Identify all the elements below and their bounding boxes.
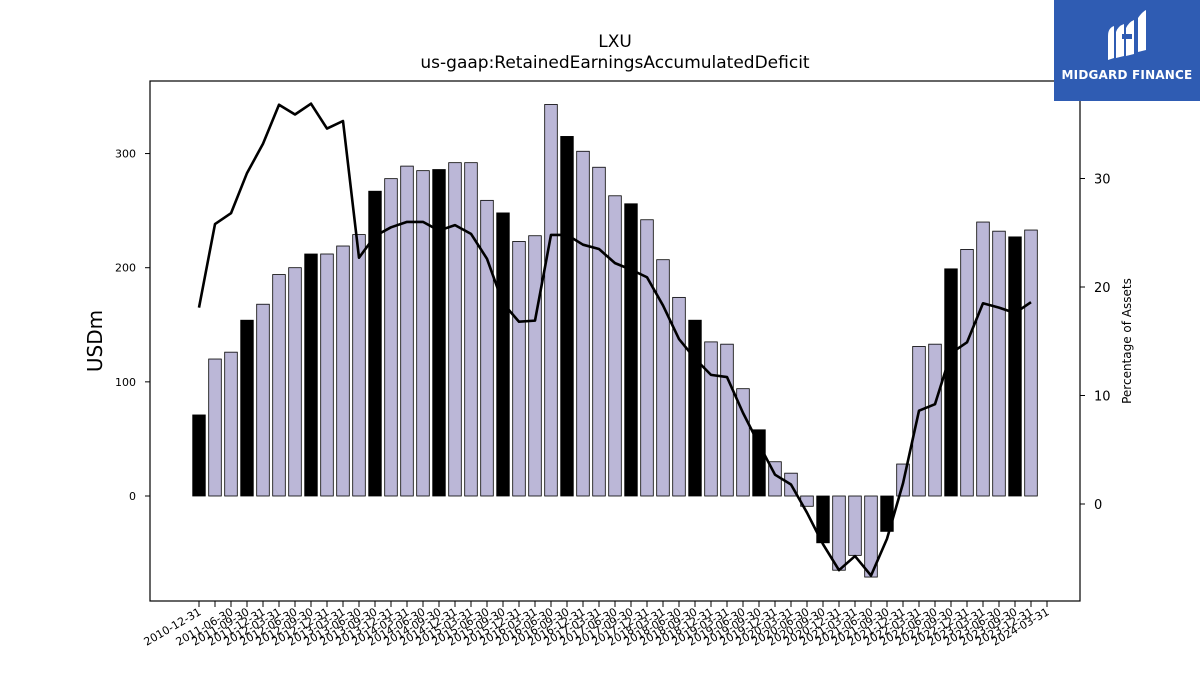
bar-2015-12-31 <box>512 241 526 497</box>
bar-2012-03-31 <box>272 274 286 497</box>
y2-tick-label: 30 <box>1094 173 1111 188</box>
chart-title: LXU <box>598 32 632 52</box>
bar-2018-12-31 <box>704 341 718 497</box>
percentage-line <box>197 102 1032 577</box>
bar-2023-09-30 <box>1008 236 1022 497</box>
bar-2022-06-30 <box>928 343 942 497</box>
bar-2016-12-31 <box>576 150 590 497</box>
bar-2015-09-30 <box>496 212 510 497</box>
y2-tick-label: 20 <box>1094 281 1111 296</box>
bar-2022-12-31 <box>960 249 974 497</box>
bar-2017-03-31 <box>592 166 606 497</box>
y-tick-label: 200 <box>115 262 136 275</box>
bar-2017-06-30 <box>608 195 622 497</box>
bar-2015-03-31 <box>464 162 478 497</box>
bar-2021-06-30 <box>864 495 878 578</box>
bar-2014-12-31 <box>448 162 462 497</box>
bar-2023-12-31 <box>1024 229 1038 497</box>
bar-2017-12-31 <box>640 219 654 497</box>
bar-2018-03-31 <box>656 259 670 497</box>
bar-2010-12-31 <box>192 414 206 497</box>
logo-mark-icon <box>1108 10 1146 60</box>
y-axis-label: USDm <box>83 310 107 372</box>
bar-2012-12-31 <box>320 253 334 497</box>
bar-2022-03-31 <box>912 346 926 497</box>
bar-2015-06-30 <box>480 199 494 497</box>
bar-2019-09-30 <box>752 429 766 497</box>
y-tick-label: 300 <box>115 148 136 161</box>
y2-axis-label: Percentage of Assets <box>1120 278 1134 404</box>
bar-2019-06-30 <box>736 388 750 497</box>
bar-2022-09-30 <box>944 268 958 497</box>
bar-2016-09-30 <box>560 136 574 497</box>
bar-2013-12-31 <box>384 178 398 497</box>
bar-2011-06-30 <box>224 351 238 497</box>
y2-tick-label: 10 <box>1094 390 1111 405</box>
y-tick-label: 0 <box>129 490 136 503</box>
bar-2014-06-30 <box>416 170 430 497</box>
bar-2011-09-30 <box>240 319 254 497</box>
y2-tick-label: 0 <box>1094 498 1102 513</box>
bar-2011-03-31 <box>208 358 222 497</box>
bar-2013-06-30 <box>352 234 366 497</box>
bar-2017-09-30 <box>624 203 638 497</box>
bar-2013-03-31 <box>336 245 350 497</box>
logo-text: MIDGARD FINANCE <box>1061 68 1193 82</box>
bar-2019-03-31 <box>720 343 734 497</box>
bar-2023-03-31 <box>976 221 990 497</box>
bar-2014-03-31 <box>400 165 414 497</box>
bar-2012-09-30 <box>304 253 318 497</box>
chart-subtitle: us-gaap:RetainedEarningsAccumulatedDefic… <box>420 53 810 73</box>
bar-2021-03-31 <box>848 495 862 556</box>
bar-2016-06-30 <box>544 104 558 497</box>
bar-2014-09-30 <box>432 169 446 497</box>
bar-2020-12-31 <box>832 495 846 571</box>
bar-2011-12-31 <box>256 303 270 497</box>
bar-2013-09-30 <box>368 190 382 497</box>
midgard-finance-logo: MIDGARD FINANCE <box>1054 0 1200 101</box>
bar-2018-09-30 <box>688 319 702 497</box>
bar-2023-06-30 <box>992 230 1006 497</box>
y-tick-label: 100 <box>115 376 136 389</box>
bar-2012-06-30 <box>288 267 302 497</box>
bar-2016-03-31 <box>528 235 542 497</box>
bar-2018-06-30 <box>672 296 686 497</box>
